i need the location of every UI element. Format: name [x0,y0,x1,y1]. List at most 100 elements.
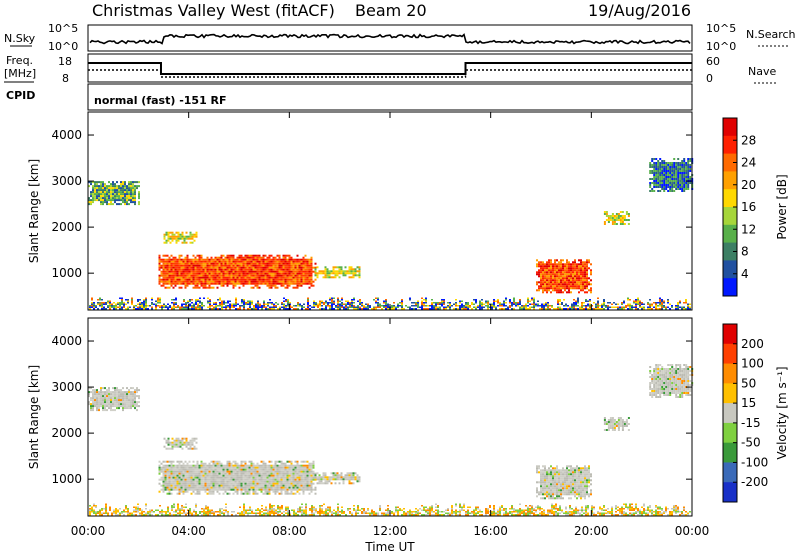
colorbar-swatch [723,260,737,279]
range-gate-cell [167,308,169,310]
range-gate-cell [212,474,215,477]
range-gate-cell [683,308,685,310]
range-gate-cell [182,474,185,477]
range-gate-cell [607,308,609,310]
range-gate-cell [176,266,179,269]
range-gate-cell [653,162,656,164]
range-gate-cell [106,393,108,396]
range-gate-cell [310,472,313,475]
range-gate-cell [236,482,239,485]
range-gate-cell [240,282,243,285]
range-gate-cell [663,190,666,192]
range-gate-cell [548,279,550,282]
range-gate-cell [256,488,259,491]
range-gate-cell [170,460,173,463]
range-gate-cell [196,490,199,493]
range-gate-cell [114,405,116,408]
range-gate-cell [104,197,106,200]
range-gate-cell [663,174,666,176]
range-gate-cell [91,299,93,301]
range-gate-cell [232,256,235,259]
range-gate-cell [329,305,331,307]
range-gate-cell [564,271,566,274]
range-gate-cell [523,306,525,308]
range-gate-cell [248,272,251,275]
range-gate-cell [206,464,209,467]
range-gate-cell [287,308,289,310]
range-gate-cell [246,488,249,491]
range-gate-cell [542,279,544,282]
range-gate-cell [421,300,423,302]
range-gate-cell [312,488,315,491]
range-gate-cell [234,260,237,263]
range-gate-cell [653,184,656,186]
range-gate-cell [173,306,175,308]
range-gate-cell [248,478,251,481]
range-gate-cell [272,262,275,265]
range-gate-cell [350,276,353,279]
date-label: 19/Aug/2016 [588,1,691,20]
range-gate-cell [282,272,285,275]
cpid-label: CPID [6,89,35,102]
range-gate-cell [230,474,233,477]
range-gate-cell [554,289,556,292]
range-gate-cell [197,308,199,310]
range-gate-cell [312,474,315,477]
range-gate-cell [225,306,227,308]
range-gate-cell [238,266,241,269]
range-gate-cell [312,470,315,473]
range-gate-cell [263,305,265,307]
range-gate-cell [189,308,191,310]
range-gate-cell [574,283,576,286]
range-gate-cell [409,308,411,310]
range-gate-cell [290,282,293,285]
range-gate-cell [503,303,505,305]
range-gate-cell [471,303,473,305]
range-gate-cell [590,271,592,274]
range-gate-cell [88,199,90,202]
range-gate-cell [124,401,126,404]
range-gate-cell [347,308,349,310]
range-gate-cell [345,300,347,302]
range-gate-cell [260,470,263,473]
range-gate-cell [264,488,267,491]
range-gate-cell [252,472,255,475]
range-gate-cell [204,276,207,279]
range-gate-cell [631,308,633,310]
range-gate-cell [118,191,120,194]
range-gate-cell [603,223,606,225]
range-gate-cell [201,302,203,304]
range-gate-cell [256,482,259,485]
range-gate-cell [236,484,239,487]
range-gate-cell [143,306,145,308]
range-gate-cell [671,166,674,168]
range-gate-cell [310,486,313,489]
range-gate-cell [197,305,199,307]
range-gate-cell [175,302,177,304]
range-gate-cell [562,273,564,276]
range-gate-cell [536,265,538,268]
range-gate-cell [179,306,181,308]
range-gate-cell [363,308,365,310]
range-gate-cell [220,472,223,475]
range-gate-cell [493,300,495,302]
range-gate-cell [260,274,263,277]
range-gate-cell [252,256,255,259]
range-gate-cell [235,300,237,302]
range-gate-cell [332,266,335,269]
range-gate-cell [145,299,147,301]
range-gate-cell [536,281,538,284]
range-gate-cell [581,308,583,310]
range-gate-cell [253,305,255,307]
range-gate-cell [110,197,112,200]
range-gate-cell [284,484,287,487]
range-gate-cell [166,260,169,263]
range-gate-cell [351,305,353,307]
range-gate-cell [282,474,285,477]
range-gate-cell [588,261,590,264]
range-gate-cell [118,401,120,404]
range-gate-cell [264,274,267,277]
range-gate-cell [232,270,235,273]
range-gate-cell [274,274,277,277]
range-gate-cell [160,470,163,473]
